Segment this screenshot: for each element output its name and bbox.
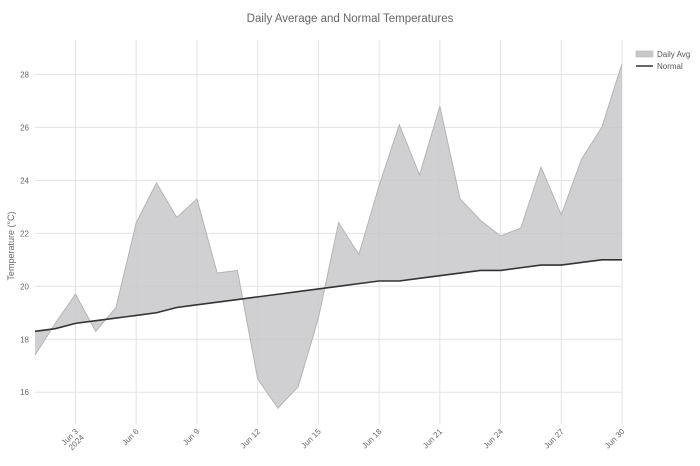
daily-avg-point[interactable] <box>114 305 118 309</box>
daily-avg-point[interactable] <box>154 181 158 185</box>
daily-avg-point[interactable] <box>397 123 401 127</box>
normal-point[interactable] <box>235 298 239 302</box>
daily-avg-point[interactable] <box>357 253 361 257</box>
normal-point[interactable] <box>458 271 462 275</box>
normal-point[interactable] <box>620 258 624 262</box>
normal-point[interactable] <box>316 287 320 291</box>
daily-avg-point[interactable] <box>235 268 239 272</box>
y-tick-label: 16 <box>20 388 29 397</box>
daily-avg-point[interactable] <box>539 165 543 169</box>
daily-avg-point[interactable] <box>519 226 523 230</box>
daily-avg-point[interactable] <box>580 157 584 161</box>
normal-point[interactable] <box>154 311 158 315</box>
normal-point[interactable] <box>357 282 361 286</box>
normal-point[interactable] <box>337 284 341 288</box>
normal-point[interactable] <box>559 263 563 267</box>
daily-avg-point[interactable] <box>134 221 138 225</box>
normal-point[interactable] <box>73 321 77 325</box>
normal-point[interactable] <box>296 290 300 294</box>
legend-label-daily-avg[interactable]: Daily Avg <box>657 50 690 59</box>
normal-point[interactable] <box>600 258 604 262</box>
y-tick-label: 26 <box>20 123 29 132</box>
daily-avg-point[interactable] <box>94 329 98 333</box>
normal-point[interactable] <box>53 327 57 331</box>
normal-point[interactable] <box>215 300 219 304</box>
normal-point[interactable] <box>377 279 381 283</box>
daily-avg-point[interactable] <box>458 197 462 201</box>
daily-avg-point[interactable] <box>256 377 260 381</box>
daily-avg-point[interactable] <box>559 213 563 217</box>
normal-point[interactable] <box>438 274 442 278</box>
x-tick-label: Jun 12 <box>239 427 263 451</box>
daily-avg-point[interactable] <box>215 271 219 275</box>
normal-point[interactable] <box>256 295 260 299</box>
y-tick-label: 24 <box>20 176 29 185</box>
daily-avg-point[interactable] <box>53 321 57 325</box>
y-tick-label: 20 <box>20 282 29 291</box>
daily-avg-point[interactable] <box>73 292 77 296</box>
x-tick-label: Jun 15 <box>299 427 323 451</box>
daily-avg-point[interactable] <box>499 234 503 238</box>
x-tick-label: Jun 6 <box>120 427 141 448</box>
normal-point[interactable] <box>519 266 523 270</box>
normal-point[interactable] <box>276 292 280 296</box>
normal-point[interactable] <box>134 313 138 317</box>
y-tick-label: 22 <box>20 229 29 238</box>
daily-avg-point[interactable] <box>337 221 341 225</box>
daily-avg-point[interactable] <box>438 104 442 108</box>
y-tick-label: 28 <box>20 70 29 79</box>
daily-avg-line <box>34 63 623 409</box>
normal-line <box>34 259 622 333</box>
normal-point[interactable] <box>114 316 118 320</box>
normal-point[interactable] <box>418 276 422 280</box>
y-axis-title: Temperature (°C) <box>6 211 16 280</box>
legend[interactable]: Daily Avg Normal <box>635 50 690 71</box>
daily-avg-point[interactable] <box>316 316 320 320</box>
normal-point[interactable] <box>195 303 199 307</box>
daily-avg-point[interactable] <box>33 353 37 357</box>
daily-avg-point[interactable] <box>600 125 604 129</box>
y-tick-label: 18 <box>20 335 29 344</box>
daily-avg-point[interactable] <box>276 406 280 410</box>
daily-avg-point[interactable] <box>377 184 381 188</box>
x-tick-label: Jun 9 <box>181 427 202 448</box>
x-tick-label: Jun 18 <box>360 427 384 451</box>
chart-title: Daily Average and Normal Temperatures <box>246 13 454 25</box>
normal-point[interactable] <box>499 268 503 272</box>
daily-avg-point[interactable] <box>175 215 179 219</box>
x-tick-label: Jun 24 <box>482 427 506 451</box>
normal-point[interactable] <box>539 263 543 267</box>
normal-point[interactable] <box>94 319 98 323</box>
normal-point[interactable] <box>397 279 401 283</box>
normal-point[interactable] <box>580 260 584 264</box>
daily-avg-point[interactable] <box>418 173 422 177</box>
legend-label-normal[interactable]: Normal <box>657 62 683 71</box>
x-tick-label: Jun 21 <box>421 427 445 451</box>
daily-avg-point[interactable] <box>296 385 300 389</box>
x-tick-label: Jun 27 <box>542 427 566 451</box>
plot-area <box>33 62 624 410</box>
legend-swatch-daily-avg <box>635 50 654 58</box>
x-tick-label: Jun 30 <box>603 427 627 451</box>
normal-point[interactable] <box>478 268 482 272</box>
normal-point[interactable] <box>33 329 37 333</box>
y-axis: 16 18 20 22 24 26 28 <box>20 70 29 397</box>
normal-point[interactable] <box>175 305 179 309</box>
daily-avg-point[interactable] <box>620 62 624 66</box>
daily-avg-point[interactable] <box>478 218 482 222</box>
daily-avg-point[interactable] <box>195 197 199 201</box>
daily-avg-area <box>35 63 622 409</box>
